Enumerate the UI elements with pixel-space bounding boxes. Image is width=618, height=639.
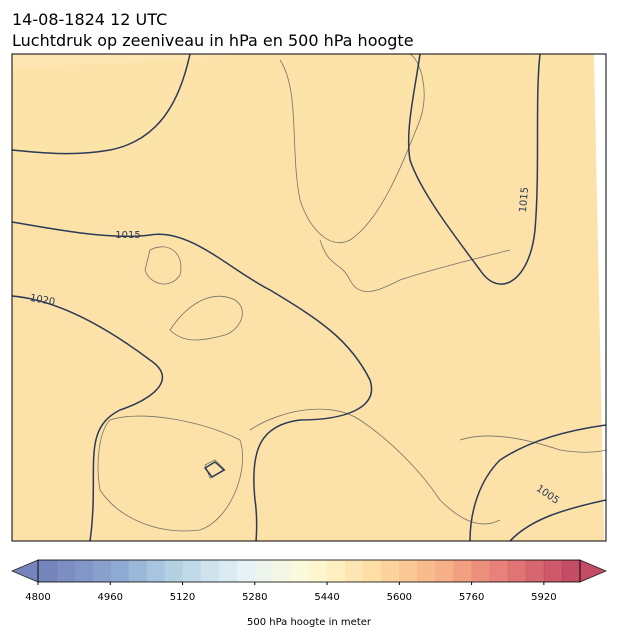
colorbar-swatch — [290, 560, 310, 582]
height-band — [12, 54, 605, 541]
date-title: 14-08-1824 12 UTC — [12, 10, 167, 29]
colorbar-extend — [579, 559, 608, 583]
colorbar-swatch — [200, 560, 220, 582]
colorbar-swatch — [218, 560, 238, 582]
colorbar-extend — [10, 559, 39, 583]
colorbar-swatch — [56, 560, 75, 582]
colorbar-tick-label: 5600 — [387, 592, 412, 603]
colorbar-swatch — [525, 560, 545, 582]
colorbar-swatch — [92, 560, 111, 582]
colorbar-swatch — [471, 560, 491, 582]
isobars — [12, 54, 606, 541]
colorbar: 4800 4960 5120 5280 5440 5600 5760 5920 — [10, 559, 608, 603]
isobar-label: 1015 — [518, 187, 531, 213]
colorbar-tick-label: 5440 — [314, 592, 339, 603]
colorbar-swatch — [345, 560, 364, 582]
colorbar-swatch — [399, 560, 418, 582]
colorbar-swatch — [110, 560, 129, 582]
isobar-label: 1015 — [115, 230, 140, 241]
colorbar-swatch — [38, 560, 57, 582]
colorbar-tick-label: 5280 — [242, 592, 267, 603]
colorbar-swatch — [236, 560, 256, 582]
colorbar-swatch — [363, 560, 382, 582]
colorbar-swatch — [489, 560, 509, 582]
colorbar-tick-label: 4800 — [25, 592, 50, 603]
colorbar-swatch — [507, 560, 527, 582]
colorbar-swatch — [74, 560, 93, 582]
colorbar-swatch — [327, 560, 346, 582]
colorbar-swatch — [381, 560, 400, 582]
colorbar-swatch — [272, 560, 292, 582]
colorbar-swatch — [561, 560, 581, 582]
colorbar-swatch — [435, 560, 455, 582]
colorbar-tick-label: 5120 — [170, 592, 195, 603]
colorbar-swatch — [417, 560, 436, 582]
colorbar-swatch — [254, 560, 274, 582]
colorbar-label: 500 hPa hoogte in meter — [247, 617, 372, 628]
coastlines — [97, 54, 606, 532]
colorbar-swatch — [453, 560, 473, 582]
height-bands — [12, 54, 605, 541]
colorbar-tick-label: 5920 — [531, 592, 556, 603]
colorbar-tick-label: 5760 — [459, 592, 484, 603]
colorbar-swatch — [164, 560, 184, 582]
colorbar-tick-label: 4960 — [98, 592, 123, 603]
colorbar-swatch — [309, 560, 328, 582]
map-frame — [11, 53, 607, 542]
colorbar-frame — [37, 559, 581, 583]
isobar-label: 1020 — [29, 293, 56, 308]
map-title: Luchtdruk op zeeniveau in hPa en 500 hPa… — [12, 31, 414, 50]
colorbar-swatch — [543, 560, 563, 582]
colorbar-swatch — [128, 560, 147, 582]
colorbar-swatch — [182, 560, 202, 582]
colorbar-swatch — [146, 560, 165, 582]
